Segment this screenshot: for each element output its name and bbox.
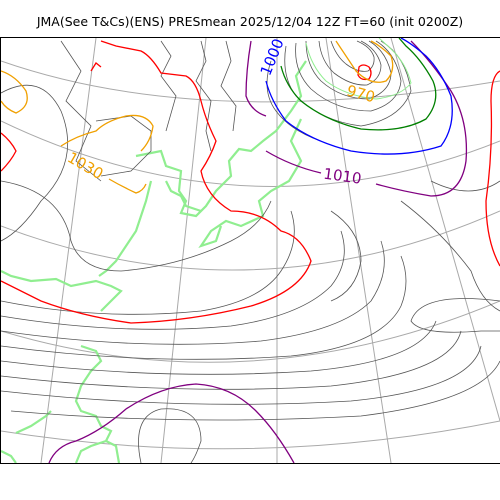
meridian	[40, 38, 97, 463]
graticule	[1, 38, 500, 463]
contour-labels: 1030 1010 1000 970	[64, 38, 377, 188]
meridian	[390, 38, 500, 422]
chart-title: JMA(See T&Cs)(ENS) PRESmean 2025/12/04 1…	[36, 14, 464, 29]
isobar-1010	[48, 40, 468, 463]
isobar-1030	[1, 40, 394, 194]
meridian	[160, 38, 207, 463]
latitude	[1, 420, 500, 450]
latitude	[1, 60, 500, 103]
map-frame: 1030 1010 1000 970	[0, 37, 500, 464]
contour-label-1030: 1030	[64, 148, 106, 183]
latitude	[1, 300, 500, 363]
contour-label-970: 970	[345, 81, 377, 106]
latitude	[1, 120, 500, 187]
meridian	[325, 38, 392, 463]
isobar-1020	[1, 40, 500, 324]
pressure-map: 1030 1010 1000 970	[1, 38, 500, 463]
isobars	[1, 40, 500, 463]
contour-label-1010: 1010	[322, 165, 362, 188]
isobar-990	[280, 38, 437, 131]
coastline	[1, 60, 307, 463]
isobar-980	[305, 38, 412, 100]
isobar-1000	[265, 38, 453, 155]
latitude	[1, 210, 500, 271]
